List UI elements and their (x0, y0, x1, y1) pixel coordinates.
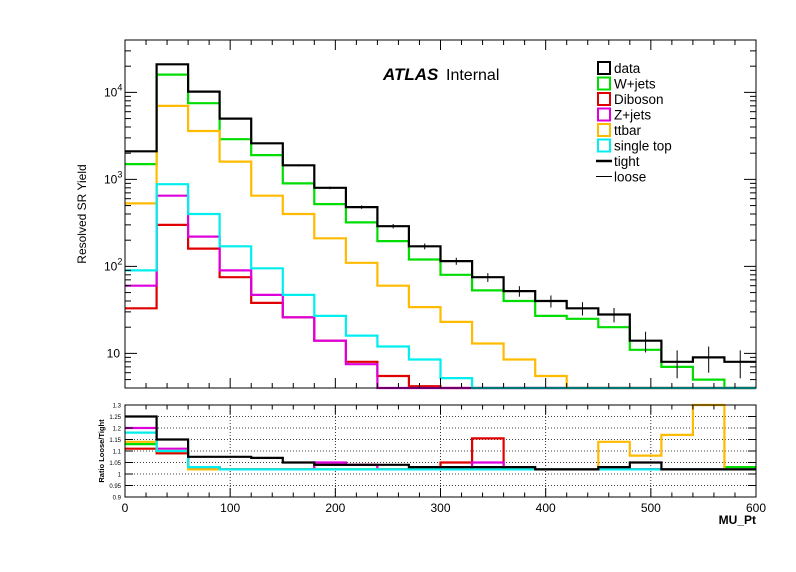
legend-swatch-diboson (597, 92, 611, 106)
data-error-bars (134, 63, 747, 379)
ratio-y-tick-label: 1.25 (109, 415, 121, 421)
ratio-y-axis-label: Ratio Loose/Tight (97, 419, 106, 483)
legend-label: Diboson (614, 92, 664, 107)
ratio-y-tick-label: 1 (118, 473, 122, 479)
legend-swatch-data (597, 61, 611, 75)
ratio-y-tick-label: 1.1 (113, 450, 122, 456)
legend-swatch-w-jets (597, 76, 611, 91)
x-tick-label: 100 (220, 501, 240, 515)
ratio-series-single-top-line (125, 431, 756, 471)
ratio-y-tick-label: 1.3 (113, 404, 122, 410)
main-y-axis-label: Resolved SR Yield (75, 164, 89, 263)
y-tick-label: 10 (107, 346, 121, 360)
legend-label: ttbar (614, 123, 642, 138)
main-x-ticks (124, 40, 757, 388)
legend-label: W+jets (614, 77, 656, 92)
x-tick-label: 400 (536, 501, 556, 515)
internal-label: Internal (446, 67, 499, 84)
ratio-y-ticks: 0.9 0.95 1 1.05 1.1 1.15 1.2 1.25 1.3 (109, 404, 756, 502)
ratio-y-tick-label: 0.95 (109, 484, 121, 490)
ratio-x-ticks: 0 100 200 300 400 500 600 (122, 405, 766, 515)
legend-label: data (614, 61, 641, 76)
legend-swatch-z-jets (597, 107, 611, 122)
atlas-label: ATLAS (382, 65, 439, 84)
x-axis-label: MU_Pt (719, 513, 756, 527)
legend-swatch-ttbar (597, 123, 611, 137)
legend-label: single top (614, 139, 672, 154)
ratio-y-tick-label: 1.05 (109, 461, 121, 467)
legend-label: Z+jets (614, 108, 651, 123)
x-tick-label: 500 (641, 501, 661, 515)
ratio-y-tick-label: 1.2 (113, 427, 122, 433)
x-tick-label: 200 (325, 501, 345, 515)
ratio-panel: 0.9 0.95 1 1.05 1.1 1.15 1.2 1.25 1.3 0 100 200 300… (97, 404, 766, 528)
x-tick-label: 0 (122, 501, 129, 515)
ratio-y-tick-label: 0.9 (113, 496, 122, 502)
x-tick-label: 600 (746, 501, 766, 515)
legend-swatch-single-top (597, 138, 611, 153)
legend-label: tight (614, 154, 640, 169)
ratio-series-layer (125, 403, 756, 471)
ratio-y-tick-label: 1.15 (109, 438, 121, 444)
ratio-series-data-line (125, 415, 756, 471)
x-tick-label: 300 (430, 501, 450, 515)
legend-label: loose (614, 170, 646, 185)
